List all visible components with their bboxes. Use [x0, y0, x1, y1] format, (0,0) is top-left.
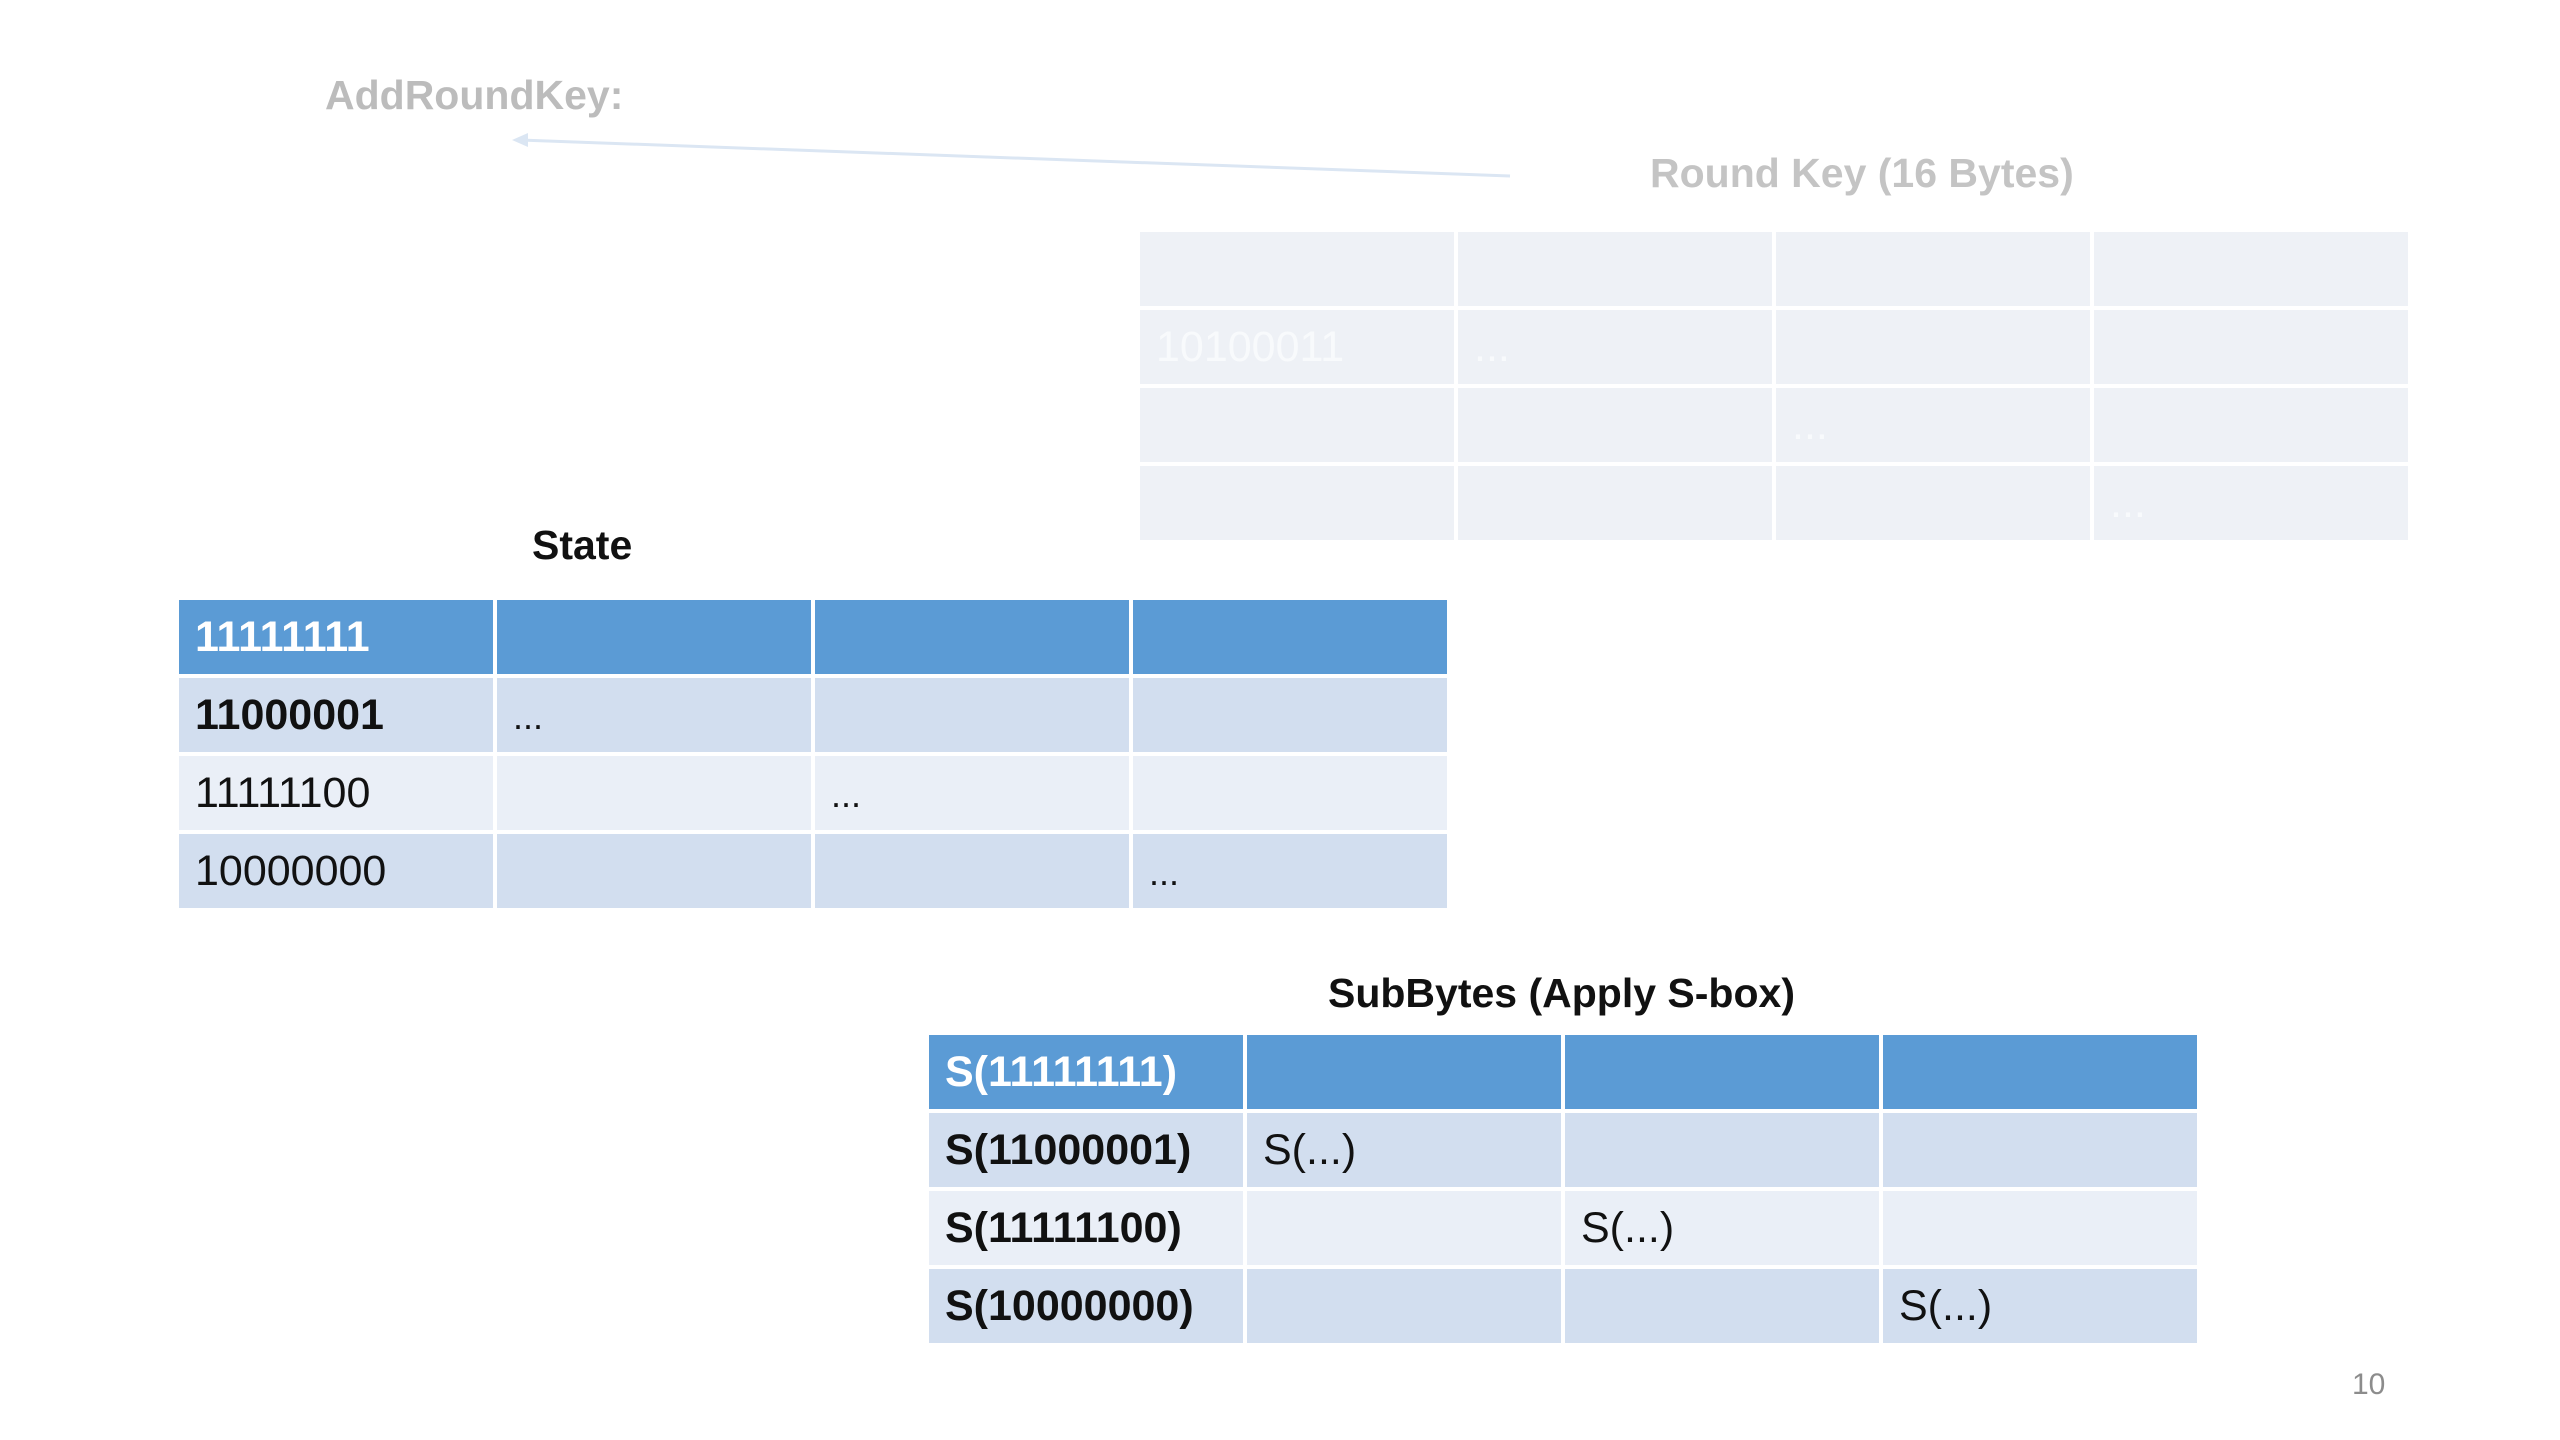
table-cell — [1883, 1113, 2197, 1187]
table-row: S(11111100) S(...) — [929, 1191, 2197, 1265]
state-title: State — [532, 522, 633, 568]
table-cell — [1565, 1269, 1879, 1343]
table-cell — [1140, 388, 1454, 462]
table-cell: 10100011 — [1140, 310, 1454, 384]
table-row: 11111111 — [179, 600, 1447, 674]
table-cell — [497, 834, 811, 908]
subbytes-title: SubBytes (Apply S-box) — [1328, 970, 1795, 1016]
table-cell — [497, 756, 811, 830]
table-cell: S(11000001) — [929, 1113, 1243, 1187]
table-cell — [2094, 388, 2408, 462]
table-cell — [815, 678, 1129, 752]
state-table: 11111111 11000001 ... 11111100 ... 10000… — [175, 596, 1451, 912]
table-cell: ... — [497, 678, 811, 752]
table-cell — [1133, 756, 1447, 830]
table-cell: S(11111100) — [929, 1191, 1243, 1265]
round-key-table: 10100011 ... ... ... — [1136, 228, 2412, 544]
table-cell — [1458, 388, 1772, 462]
table-cell: ... — [1776, 388, 2090, 462]
table-row — [1140, 232, 2408, 306]
table-cell — [1133, 678, 1447, 752]
table-cell — [1776, 466, 2090, 540]
table-row: S(11111111) — [929, 1035, 2197, 1109]
table-cell — [1776, 310, 2090, 384]
table-row: 11111100 ... — [179, 756, 1447, 830]
table-cell — [815, 600, 1129, 674]
table-cell — [1883, 1035, 2197, 1109]
table-cell: ... — [2094, 466, 2408, 540]
table-cell: 10000000 — [179, 834, 493, 908]
table-cell — [1247, 1191, 1561, 1265]
page-number: 10 — [2352, 1368, 2386, 1401]
table-cell: ... — [1458, 310, 1772, 384]
table-row: 10000000 ... — [179, 834, 1447, 908]
table-cell — [1776, 232, 2090, 306]
table-cell — [1133, 600, 1447, 674]
table-row: 11000001 ... — [179, 678, 1447, 752]
table-cell — [1458, 466, 1772, 540]
table-cell — [497, 600, 811, 674]
table-cell — [1565, 1113, 1879, 1187]
table-row: ... — [1140, 466, 2408, 540]
table-cell: ... — [1133, 834, 1447, 908]
round-key-title: Round Key (16 Bytes) — [1650, 150, 2074, 196]
table-cell: S(...) — [1565, 1191, 1879, 1265]
table-cell — [2094, 232, 2408, 306]
table-cell — [1247, 1035, 1561, 1109]
table-cell — [815, 834, 1129, 908]
table-row: 10100011 ... — [1140, 310, 2408, 384]
table-row: ... — [1140, 388, 2408, 462]
table-cell — [1458, 232, 1772, 306]
table-cell: S(...) — [1883, 1269, 2197, 1343]
table-cell: ... — [815, 756, 1129, 830]
table-row: S(11000001) S(...) — [929, 1113, 2197, 1187]
table-cell — [1247, 1269, 1561, 1343]
table-cell — [1140, 466, 1454, 540]
table-cell — [2094, 310, 2408, 384]
table-cell: 11000001 — [179, 678, 493, 752]
table-cell: S(...) — [1247, 1113, 1561, 1187]
slide-title: AddRoundKey: — [325, 72, 624, 118]
table-cell — [1565, 1035, 1879, 1109]
table-cell: S(11111111) — [929, 1035, 1243, 1109]
table-cell — [1140, 232, 1454, 306]
table-cell: S(10000000) — [929, 1269, 1243, 1343]
subbytes-table: S(11111111) S(11000001) S(...) S(1111110… — [925, 1031, 2201, 1347]
table-cell: 11111100 — [179, 756, 493, 830]
table-cell — [1883, 1191, 2197, 1265]
table-cell: 11111111 — [179, 600, 493, 674]
table-row: S(10000000) S(...) — [929, 1269, 2197, 1343]
